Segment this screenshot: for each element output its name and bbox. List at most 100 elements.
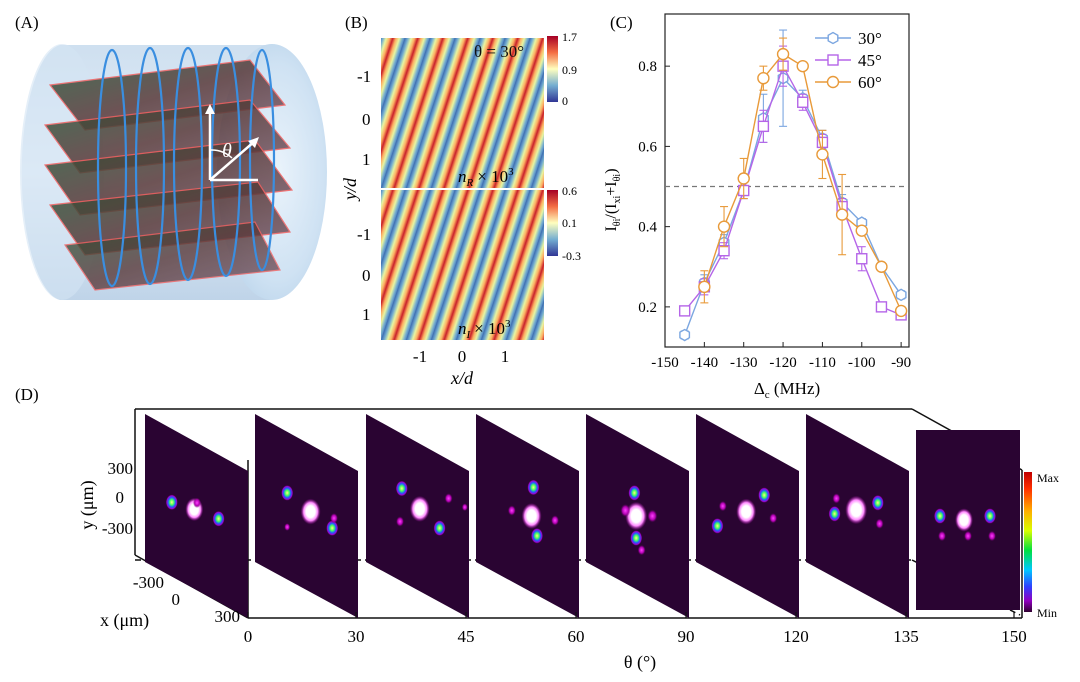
y-tick-label: 0.6	[638, 139, 657, 155]
legend-marker	[827, 54, 839, 66]
panel-b: (B) θ = 30° nR × 103 nI × 103 1.7 0.9 0 0.…	[340, 13, 581, 388]
panel-a-label: (A)	[15, 13, 39, 32]
intensity-spot	[444, 493, 453, 504]
slice-3	[476, 414, 579, 618]
theta-tick-label: 150	[1001, 627, 1027, 646]
colorbar-bottom-tick-min: -0.3	[562, 249, 581, 263]
ni-label: nI × 103	[458, 318, 511, 341]
pattern-stripe	[381, 38, 448, 188]
data-point	[855, 224, 868, 237]
x-tick-label: -150	[651, 355, 679, 371]
series-2	[698, 37, 908, 318]
b-ytick-bot-1: 1	[362, 305, 371, 324]
slice-6	[806, 414, 909, 618]
data-point	[894, 304, 908, 318]
colorbar-top-tick-mid: 0.9	[562, 63, 577, 77]
intensity-spot	[964, 530, 972, 542]
colorbar-d: Max Min	[1024, 471, 1059, 620]
intensity-spot	[521, 503, 542, 529]
slice-7	[916, 430, 1020, 610]
theta-tick-label: 45	[458, 627, 475, 646]
data-point	[679, 328, 691, 342]
slice-4	[586, 414, 689, 618]
c-ylabel: Iθi/(Ixi+Iθi)	[603, 168, 623, 231]
plot-frame	[664, 13, 910, 348]
intensity-spot	[300, 498, 321, 525]
pattern-stripe	[381, 190, 448, 340]
intensity-spot	[281, 485, 294, 501]
intensity-spot	[984, 508, 996, 524]
slice-0	[145, 414, 248, 618]
colorbar-min-label: Min	[1037, 606, 1057, 620]
intensity-spot	[758, 487, 771, 503]
intensity-spot	[628, 485, 641, 501]
refractive-index-imag-map	[381, 190, 544, 340]
intensity-spot	[647, 509, 658, 523]
pattern-stripe	[464, 190, 544, 340]
intensity-spot	[395, 480, 408, 497]
intensity-spot	[988, 530, 996, 542]
b-ytick-top-1: 1	[362, 150, 371, 169]
intensity-spot	[769, 513, 778, 524]
intensity-spot	[718, 500, 727, 512]
intensity-spot	[828, 506, 841, 522]
theta-tick-label: 30	[348, 627, 365, 646]
b-ytick-bot-m1: -1	[357, 225, 371, 244]
pattern-stripe	[439, 190, 544, 340]
theta-tick-label: 120	[783, 627, 809, 646]
d-xlabel: x (μm)	[100, 610, 149, 631]
intensity-spot	[832, 493, 841, 504]
pattern-stripe	[464, 38, 544, 188]
x-tick-label: -90	[891, 355, 911, 371]
data-point	[835, 208, 849, 221]
colorbar-bottom-tick-mid: 0.1	[562, 216, 577, 230]
intensity-spot	[711, 518, 724, 534]
data-point	[856, 253, 868, 265]
b-ylabel: y/d	[340, 177, 360, 202]
y-tick-label: 0.4	[638, 220, 657, 236]
panel-b-x-ticks: -1 0 1	[413, 347, 509, 366]
pattern-stripe	[381, 38, 473, 188]
nr-label: nR × 103	[458, 166, 514, 189]
x-tick-label: -120	[769, 355, 797, 371]
theta-tick-label: 135	[893, 627, 919, 646]
colorbar-bottom: 0.6 0.1 -0.3	[547, 184, 581, 263]
intensity-spot	[934, 508, 946, 524]
panel-b-y-ticks: -1 0 1 -1 0 1	[357, 67, 371, 324]
theta-vectors	[205, 104, 259, 182]
panel-b-label: (B)	[345, 13, 368, 32]
d-xtick-300: 300	[215, 607, 241, 626]
series-line	[684, 77, 902, 336]
legend-label: 60°	[858, 73, 882, 92]
theta-symbol: θ	[222, 140, 232, 162]
d-theta-label: θ (°)	[624, 652, 656, 673]
intensity-spot	[284, 523, 291, 531]
d-x-ticks: -300 0 300	[133, 573, 240, 626]
pattern-stripe	[414, 38, 523, 188]
data-point	[757, 120, 770, 133]
ring-stack	[96, 46, 276, 288]
intensity-spot	[461, 503, 468, 512]
pattern-stripe	[414, 190, 523, 340]
colorbar-top-tick-max: 1.7	[562, 30, 577, 44]
panel-a: (A)	[15, 13, 327, 300]
intensity-spot	[212, 510, 225, 527]
data-point	[797, 96, 809, 108]
axis-ticks: -150 -140 -130 -120 -110 -100 -90 0.2 0.4 0.6 0.8	[638, 59, 911, 371]
intensity-spot	[531, 528, 543, 544]
x-tick-label: -110	[809, 355, 836, 371]
data-point	[796, 59, 809, 73]
pattern-stripe	[514, 38, 544, 188]
pattern-stripe	[439, 38, 544, 188]
intensity-spot	[955, 508, 973, 532]
b-xtick-1: 1	[501, 347, 510, 366]
colorbar-bottom-tick-max: 0.6	[562, 184, 577, 198]
intensity-spot	[630, 530, 643, 546]
data-point	[717, 220, 731, 233]
intensity-spot	[625, 501, 648, 531]
intensity-spot	[551, 515, 559, 526]
intensity-spot	[326, 520, 339, 536]
x-tick-label: -130	[730, 355, 758, 371]
intensity-spot	[507, 505, 516, 516]
data-point	[678, 305, 691, 317]
